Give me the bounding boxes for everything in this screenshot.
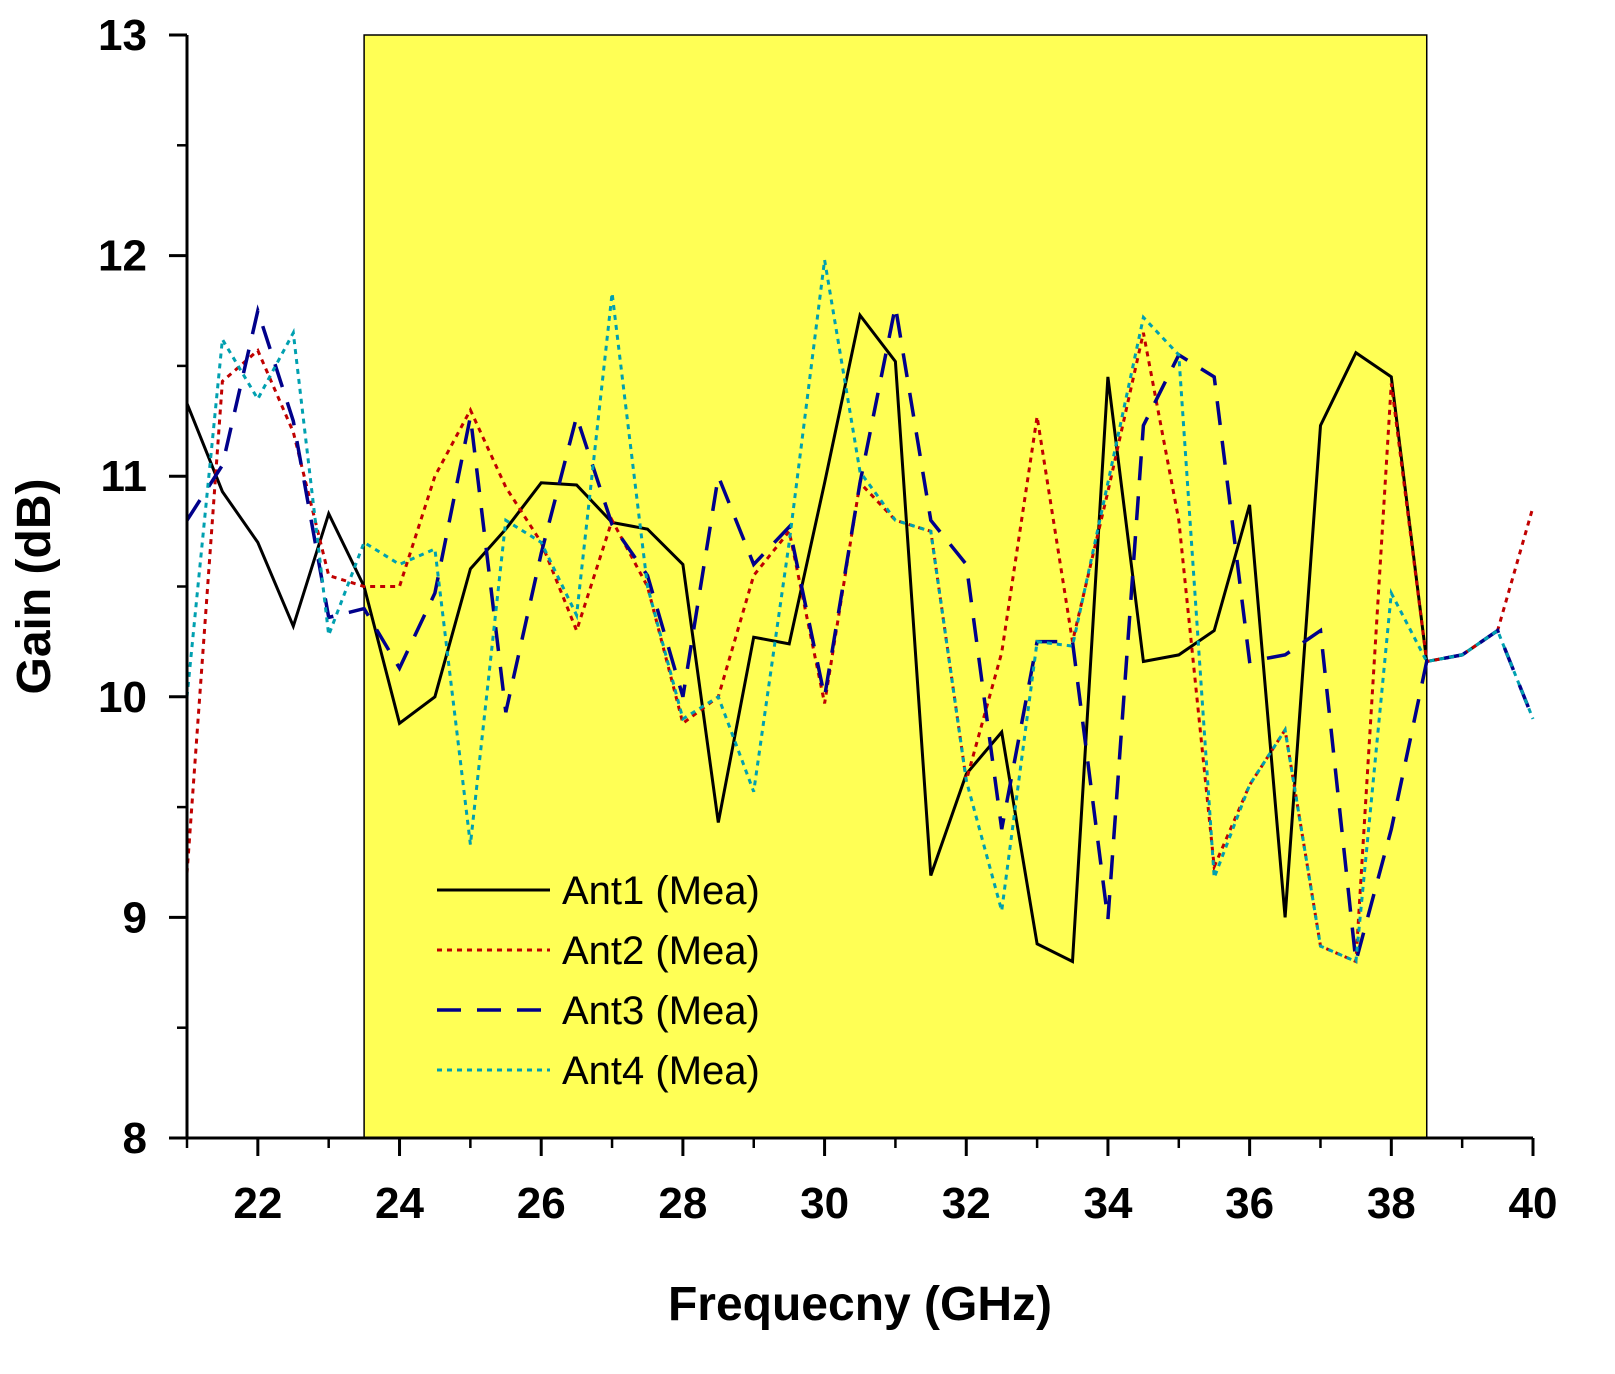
y-axis-title: Gain (dB)	[8, 479, 61, 695]
y-tick-label: 11	[100, 452, 147, 501]
x-tick-label: 36	[1225, 1179, 1274, 1228]
x-tick-label: 32	[942, 1179, 991, 1228]
x-tick-label: 22	[233, 1179, 282, 1228]
y-tick-label: 10	[98, 673, 147, 722]
highlight-band-layer	[363, 34, 1428, 1139]
y-tick-label: 9	[123, 893, 147, 942]
y-tick-label: 12	[98, 232, 147, 281]
x-tick-label: 28	[658, 1179, 707, 1228]
highlight-band	[363, 34, 1428, 1139]
x-tick-label: 38	[1367, 1179, 1416, 1228]
x-tick-label: 26	[517, 1179, 566, 1228]
x-tick-label: 34	[1083, 1179, 1132, 1228]
x-tick-label: 40	[1509, 1179, 1558, 1228]
series-layer	[185, 259, 1535, 964]
x-tick-label: 30	[800, 1179, 849, 1228]
legend-label-4: Ant4 (Mea)	[562, 1049, 760, 1093]
legend-label-3: Ant3 (Mea)	[562, 989, 760, 1033]
x-axis-title: Frequecny (GHz)	[668, 1278, 1052, 1331]
ticks-layer: 22 24 26 28 30 32 34 36 38 40 8 9 10 11 12 13	[98, 11, 1557, 1228]
series-line-4	[185, 259, 1535, 964]
legend-label-1: Ant1 (Mea)	[562, 869, 760, 913]
legend: Ant1 (Mea) Ant2 (Mea) Ant3 (Mea) Ant4 (Mea)	[437, 869, 760, 1093]
legend-label-2: Ant2 (Mea)	[562, 929, 760, 973]
y-tick-label: 8	[123, 1114, 147, 1163]
series-line-3	[185, 304, 1535, 962]
x-tick-label: 24	[375, 1179, 424, 1228]
y-tick-label: 13	[98, 11, 147, 60]
series-line-1	[185, 311, 1499, 964]
